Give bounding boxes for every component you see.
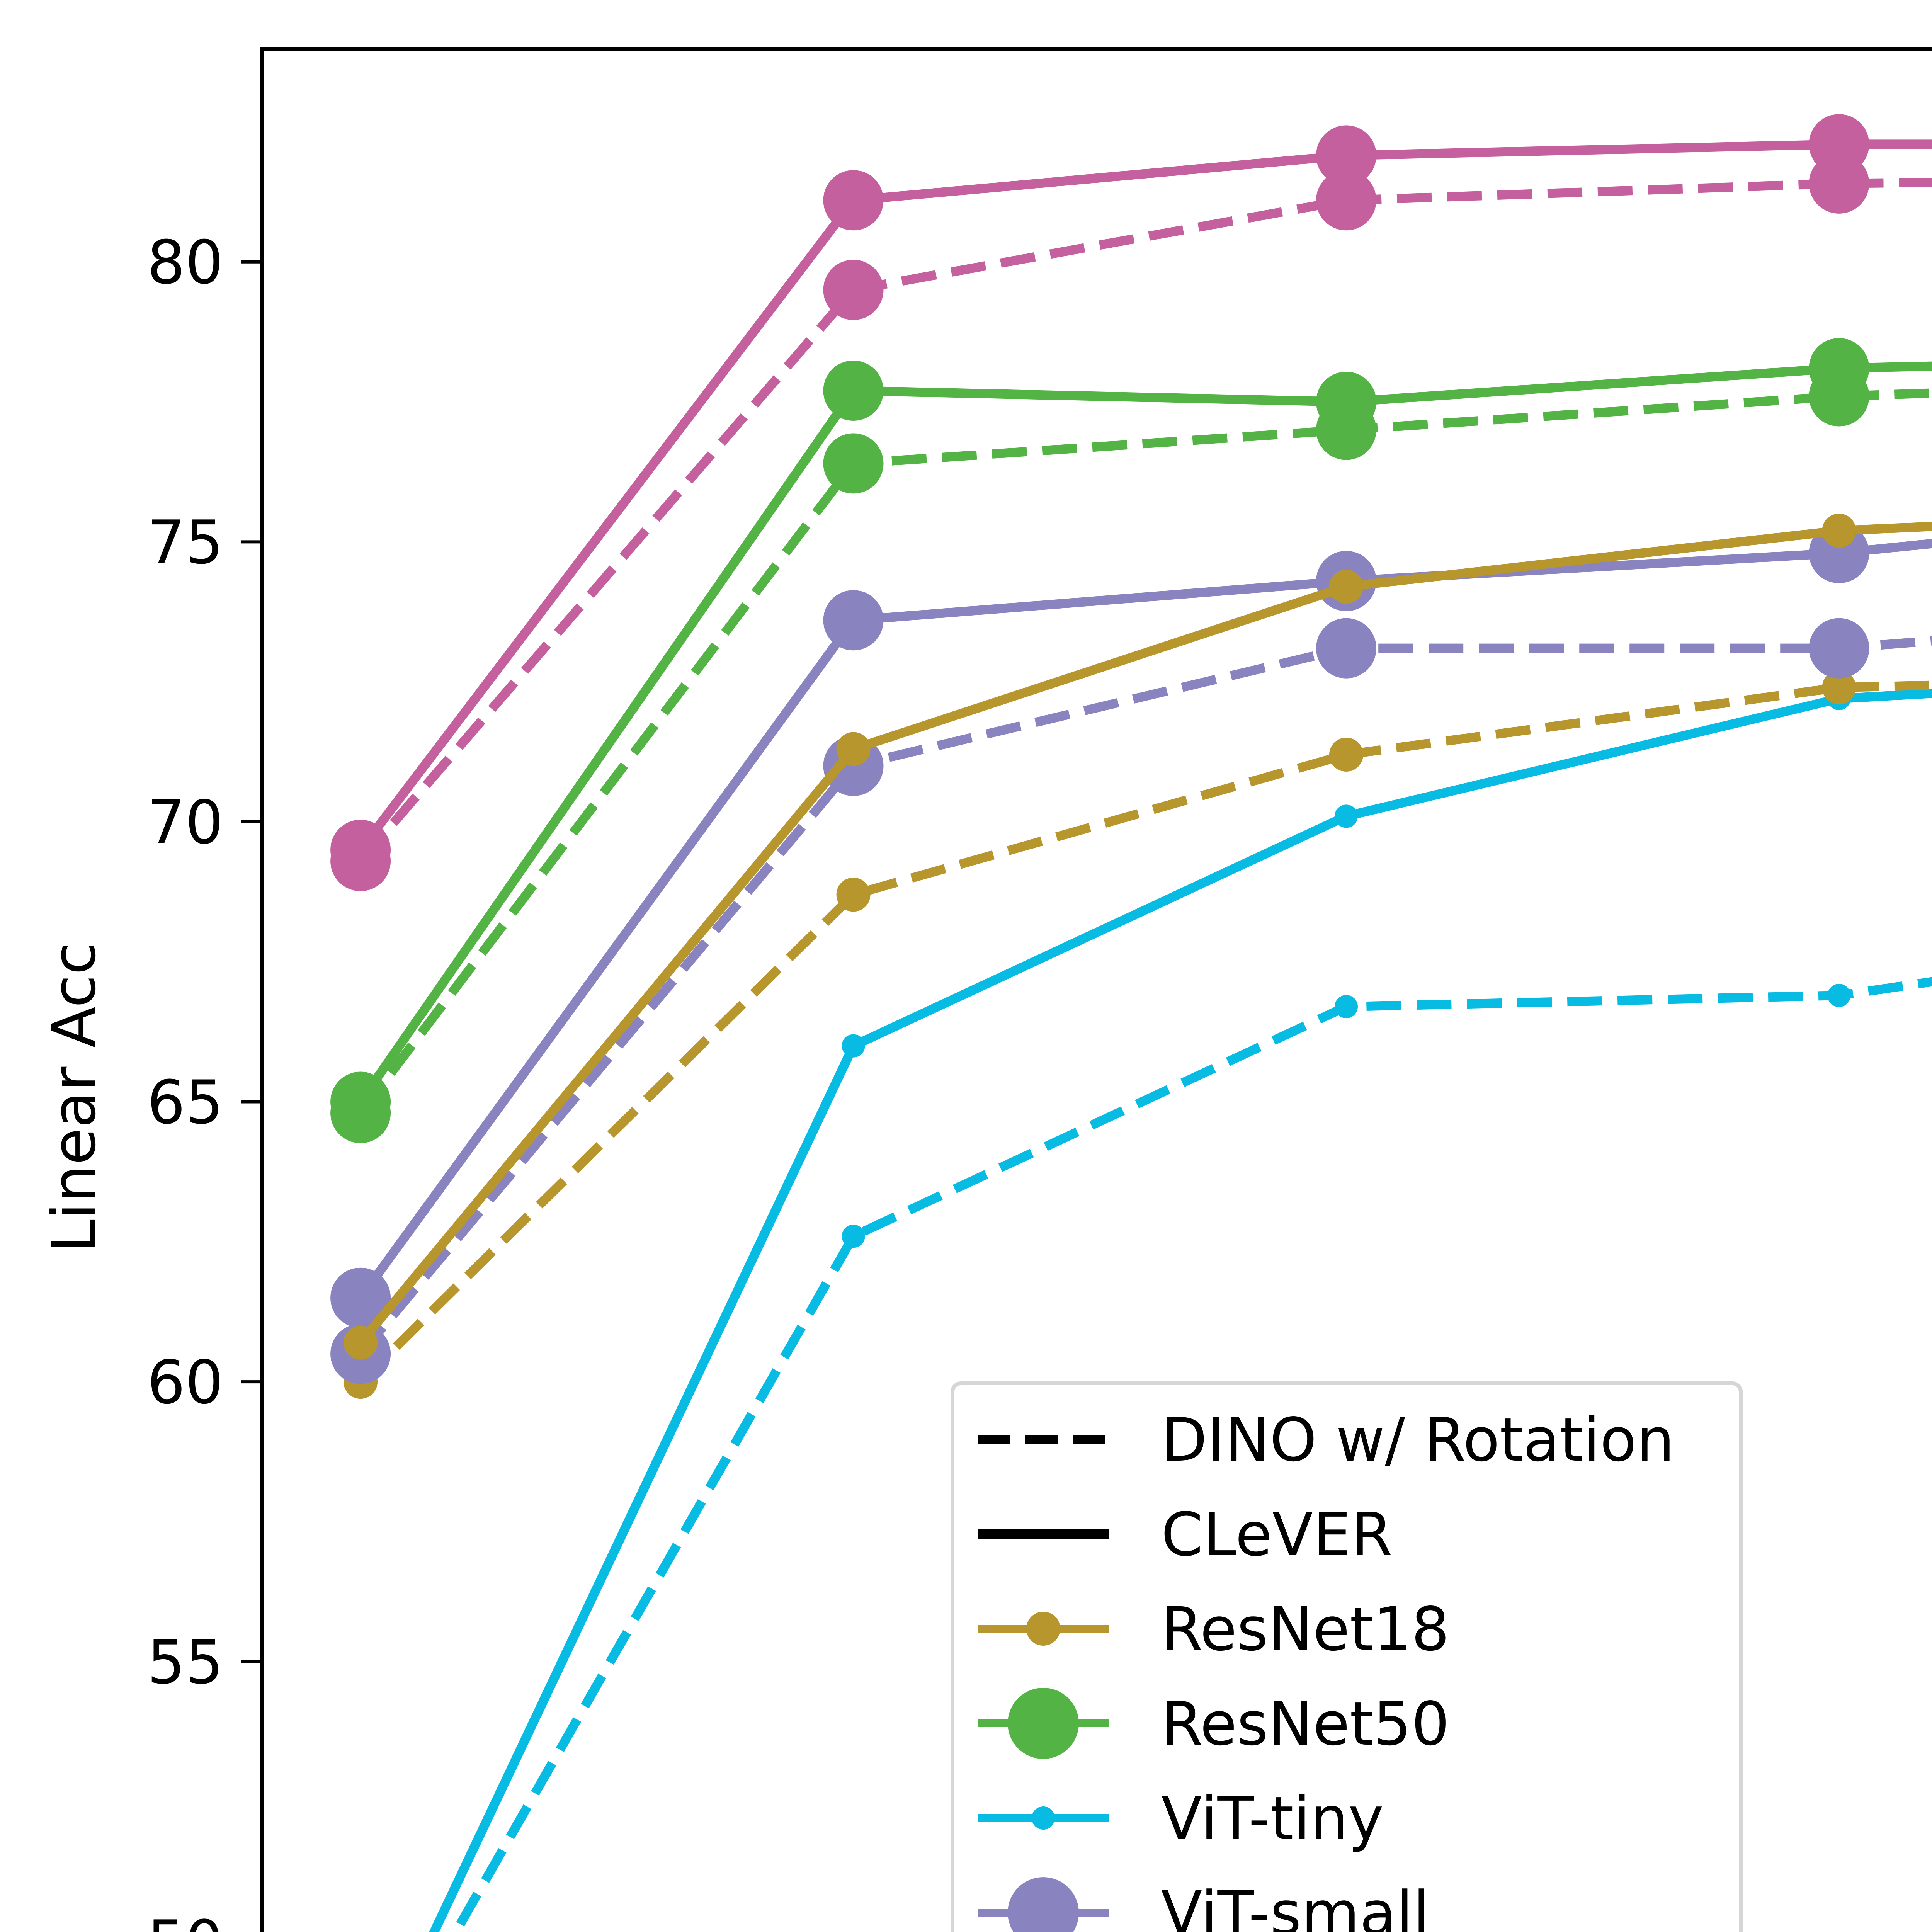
legend-item: ResNet50 — [978, 1688, 1449, 1759]
series-line — [357, 178, 1932, 864]
data-point — [823, 361, 884, 421]
legend-label: ResNet18 — [1161, 1594, 1449, 1664]
data-point — [1809, 338, 1869, 399]
data-point — [1822, 670, 1856, 705]
legend-circle-marker — [1008, 1688, 1079, 1759]
data-point — [823, 170, 884, 231]
data-point — [1316, 170, 1376, 231]
data-point — [1335, 995, 1358, 1019]
data-point — [1335, 804, 1358, 828]
data-point — [842, 1225, 865, 1248]
data-point — [1316, 372, 1376, 432]
y-axis: 50 55 60 65 70 75 80 — [147, 228, 262, 1932]
data-point — [823, 433, 884, 494]
y-tick-label: 70 — [147, 787, 223, 857]
legend-circle-marker — [1032, 1806, 1055, 1830]
legend-item: CLeVER — [978, 1500, 1393, 1570]
y-tick-label: 50 — [147, 1907, 223, 1932]
data-point — [1329, 738, 1363, 772]
legend-box — [951, 1381, 1743, 1932]
data-point — [344, 1325, 378, 1360]
data-point — [330, 820, 391, 880]
legend-circle-marker — [1026, 1612, 1060, 1646]
y-tick-label: 75 — [147, 507, 223, 577]
legend-label: ResNet50 — [1161, 1689, 1449, 1759]
legend-label: ViT-small — [1161, 1878, 1430, 1932]
axes-frame — [260, 47, 1932, 1932]
legend: DINO w/ Rotation CLeVER ResNet18 ResNet50 Vi… — [951, 1381, 1743, 1932]
legend-item: ViT-tiny — [978, 1784, 1384, 1854]
legend-label: ViT-tiny — [1161, 1784, 1384, 1854]
y-axis-label: Linear Acc — [39, 942, 109, 1253]
series-vmamba-tiny-clever- — [330, 114, 1932, 880]
data-point — [842, 1034, 865, 1058]
data-point — [330, 1267, 391, 1328]
legend-label: CLeVER — [1161, 1500, 1393, 1570]
data-point — [823, 590, 884, 651]
data-point — [823, 260, 884, 320]
axes-border — [260, 47, 1932, 1932]
data-point — [330, 1071, 391, 1132]
data-point — [1827, 984, 1851, 1007]
y-tick-label: 60 — [147, 1347, 223, 1417]
y-tick-label: 65 — [147, 1068, 223, 1138]
series-resnet18-clever- — [344, 514, 1932, 1360]
series-line — [357, 680, 1932, 1385]
y-tick-label: 80 — [147, 228, 223, 298]
data-point — [1809, 114, 1869, 175]
data-point — [1329, 570, 1363, 604]
data-point — [1316, 618, 1376, 679]
data-point — [836, 732, 871, 766]
series-vit-tiny-dino-w-rotation- — [450, 977, 1932, 1932]
y-tick-label: 55 — [147, 1628, 223, 1697]
plot-area — [330, 114, 1932, 1932]
legend-item: ViT-small — [978, 1877, 1430, 1932]
legend-circle-marker — [1008, 1877, 1079, 1932]
legend-item: DINO w/ Rotation — [978, 1405, 1675, 1475]
data-point — [1822, 514, 1856, 548]
legend-label: DINO w/ Rotation — [1161, 1405, 1675, 1475]
data-point — [1809, 618, 1869, 679]
legend-item: ResNet18 — [978, 1594, 1449, 1664]
data-point — [1316, 125, 1376, 186]
series-resnet50-clever- — [330, 338, 1932, 1132]
data-point — [836, 878, 871, 912]
